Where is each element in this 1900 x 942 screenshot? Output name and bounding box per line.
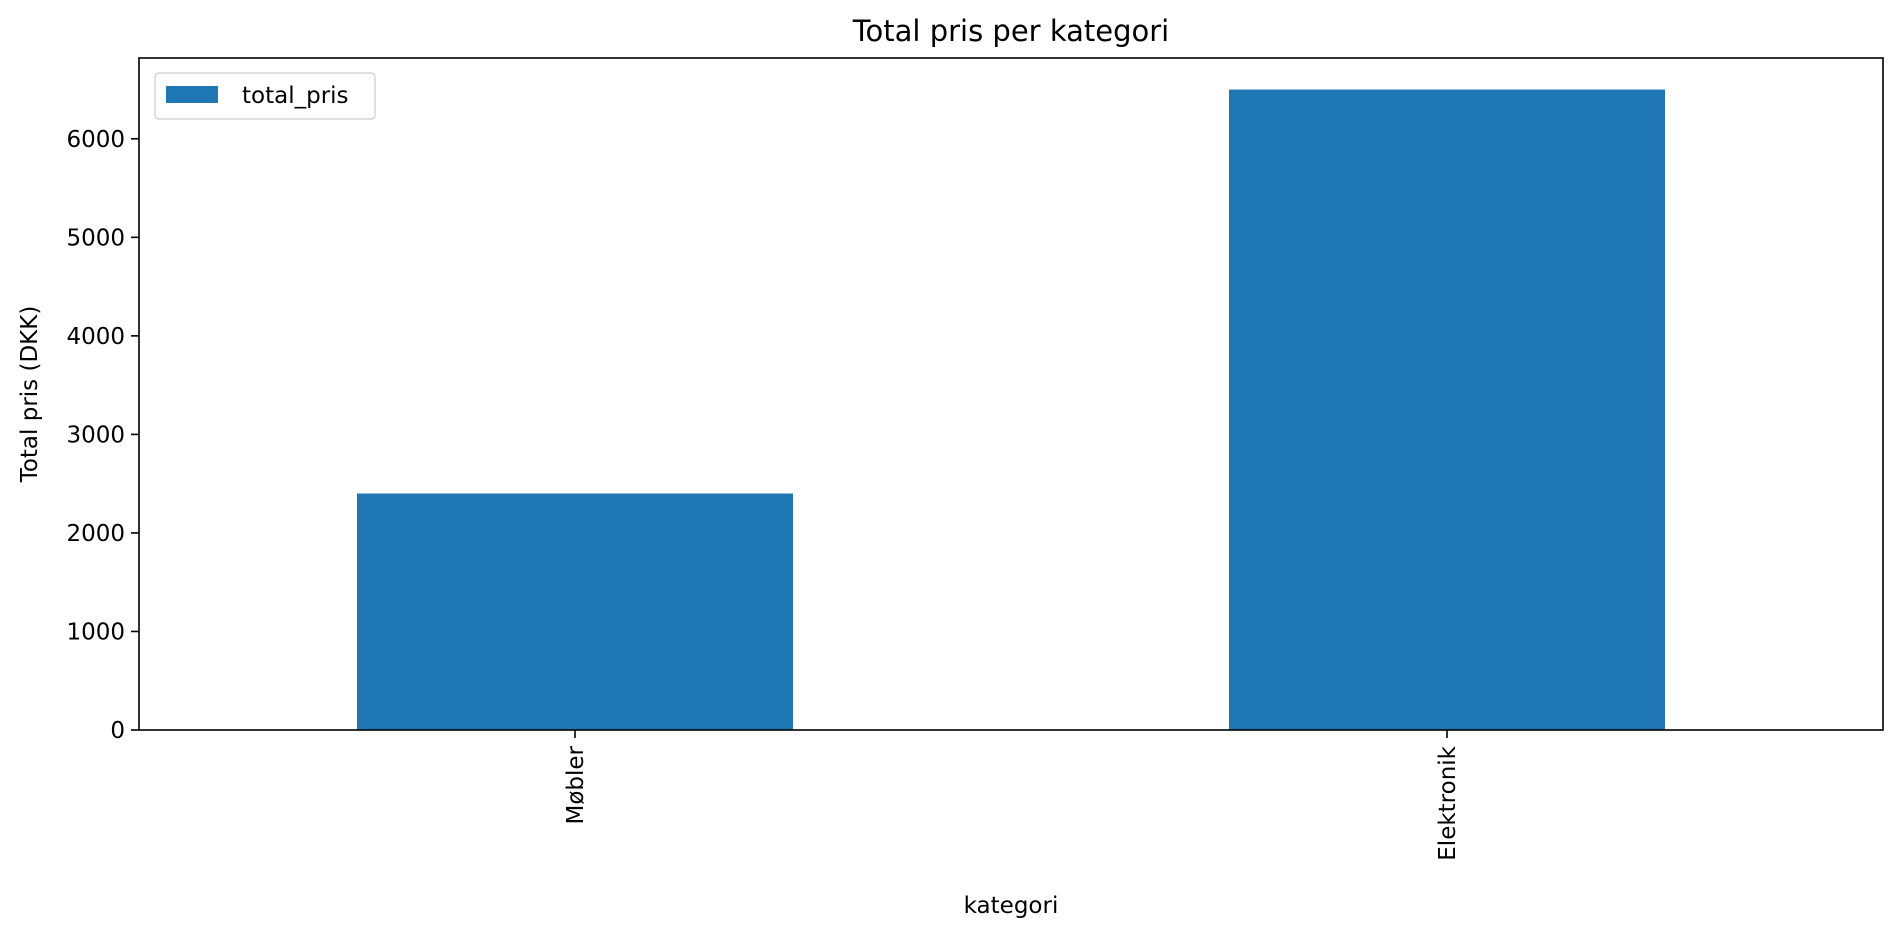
legend-swatch — [166, 86, 218, 103]
x-tick-label: Elektronik — [1435, 745, 1461, 860]
y-tick-label: 3000 — [66, 422, 125, 448]
chart-title: Total pris per kategori — [852, 14, 1169, 48]
y-tick-label: 1000 — [66, 619, 125, 645]
legend: total_pris — [154, 72, 376, 120]
axes-frame — [138, 57, 1884, 731]
y-tick-label: 2000 — [66, 521, 125, 547]
axes-layer — [138, 57, 1884, 731]
y-tick-label: 6000 — [66, 127, 125, 153]
bar-0 — [357, 493, 793, 730]
bar-1 — [1229, 89, 1665, 731]
y-axis-label: Total pris (DKK) — [17, 306, 43, 484]
x-ticks: Møbler Elektronik — [563, 730, 1461, 861]
y-tick-label: 5000 — [66, 225, 125, 251]
x-axis-label: kategori — [964, 893, 1059, 919]
y-ticks: 0 1000 2000 3000 4000 5000 6000 — [66, 127, 139, 744]
bars-layer — [357, 89, 1665, 731]
legend-label: total_pris — [242, 83, 349, 109]
y-tick-label: 4000 — [66, 324, 125, 350]
legend-frame — [154, 72, 376, 120]
y-tick-label: 0 — [110, 718, 125, 744]
x-tick-label: Møbler — [563, 745, 589, 824]
